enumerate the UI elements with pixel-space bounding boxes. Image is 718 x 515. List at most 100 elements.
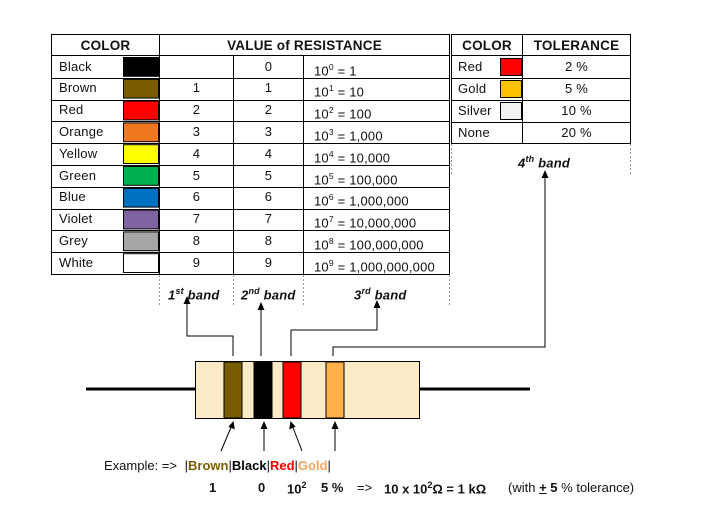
first-digit: 2 bbox=[192, 102, 201, 118]
example-color-red: Red bbox=[269, 458, 295, 473]
main-color-header: COLOR bbox=[80, 38, 131, 53]
arrow-example-red bbox=[291, 424, 303, 452]
second-digit: 9 bbox=[264, 254, 273, 270]
multiplier: 109 = 1,000,000,000 bbox=[314, 257, 435, 275]
tolerance-color-silver: Silver bbox=[458, 103, 492, 118]
swatch-blue bbox=[123, 187, 159, 208]
example-value-1: 1 bbox=[209, 480, 217, 495]
tolerance-value: 5 % bbox=[564, 81, 588, 96]
tolerance-color-none: None bbox=[458, 125, 490, 140]
tolerance-value: 20 % bbox=[561, 125, 592, 140]
example-prefix: Example: => bbox=[104, 458, 177, 473]
color-name-black: Black bbox=[59, 58, 92, 74]
arrow-band-1 bbox=[186, 302, 234, 356]
color-name-green: Green bbox=[59, 167, 97, 183]
tolerance-color-red: Red bbox=[458, 59, 483, 74]
arrow-band-4 bbox=[332, 176, 546, 356]
first-digit: 8 bbox=[192, 232, 201, 248]
arrowhead bbox=[260, 421, 268, 429]
swatch-white bbox=[123, 253, 159, 273]
band-label-1: 1st band bbox=[168, 286, 220, 303]
color-name-blue: Blue bbox=[59, 189, 86, 205]
resistor-band-1 bbox=[223, 361, 243, 419]
table-borders bbox=[51, 34, 631, 306]
multiplier: 102 = 100 bbox=[314, 105, 372, 122]
arrow-example-brown bbox=[220, 424, 233, 452]
band-label-3: 3rd band bbox=[354, 286, 407, 303]
multiplier: 106 = 1,000,000 bbox=[314, 192, 409, 209]
swatch-violet bbox=[123, 209, 159, 230]
swatch-brown bbox=[123, 78, 159, 99]
first-digit: 5 bbox=[192, 167, 201, 183]
resistor-band-4 bbox=[325, 361, 345, 419]
color-name-grey: Grey bbox=[59, 232, 88, 248]
example-color-gold: Gold bbox=[297, 458, 328, 473]
multiplier: 101 = 10 bbox=[314, 83, 365, 100]
tolerance-table-frame bbox=[451, 34, 631, 144]
second-digit: 1 bbox=[264, 80, 273, 96]
tolerance-color-header: COLOR bbox=[462, 38, 512, 53]
example-arrowheads bbox=[228, 421, 339, 430]
multiplier: 105 = 100,000 bbox=[314, 170, 398, 187]
example-equals-arrow: => bbox=[357, 480, 373, 495]
second-digit: 5 bbox=[264, 167, 273, 183]
color-name-brown: Brown bbox=[59, 80, 97, 96]
arrowhead bbox=[541, 170, 549, 178]
resistor-band-2 bbox=[253, 361, 273, 419]
first-digit: 7 bbox=[192, 211, 201, 227]
color-name-red: Red bbox=[59, 102, 84, 118]
main-table-frame bbox=[51, 34, 450, 275]
multiplier: 107 = 10,000,000 bbox=[314, 214, 417, 231]
band-arrowheads bbox=[183, 170, 549, 310]
tolerance-swatch-gold bbox=[500, 80, 522, 98]
multiplier: 108 = 100,000,000 bbox=[314, 235, 424, 253]
arrowhead bbox=[289, 421, 296, 430]
second-digit: 2 bbox=[264, 102, 273, 118]
band-label-4: 4th band bbox=[518, 154, 571, 171]
color-name-violet: Violet bbox=[59, 211, 93, 227]
tolerance-value: 10 % bbox=[561, 103, 592, 118]
arrowhead bbox=[373, 300, 381, 308]
first-digit: 1 bbox=[192, 80, 201, 96]
swatch-black bbox=[123, 57, 159, 77]
first-digit: 4 bbox=[192, 145, 201, 161]
example-tolerance-note: (with + 5 % tolerance) bbox=[508, 480, 635, 495]
value-of-resistance-header: VALUE of RESISTANCE bbox=[227, 38, 382, 53]
second-digit: 4 bbox=[264, 145, 273, 161]
second-digit: 8 bbox=[264, 232, 273, 248]
example-value-4: 5 % bbox=[321, 480, 344, 495]
swatch-grey bbox=[123, 231, 159, 252]
arrowhead bbox=[183, 296, 191, 304]
color-name-yellow: Yellow bbox=[59, 145, 98, 161]
first-digit: 3 bbox=[192, 123, 201, 139]
main-table-swatches bbox=[123, 57, 159, 273]
second-digit: 7 bbox=[264, 211, 273, 227]
tolerance-table-row-rules bbox=[451, 78, 631, 123]
main-table-row-rules bbox=[51, 78, 450, 253]
tolerance-swatch-red bbox=[500, 58, 522, 76]
swatch-green bbox=[123, 166, 159, 186]
example-line: Example: => |Brown|Black|Red|Gold| bbox=[104, 458, 331, 473]
tolerance-swatch-silver bbox=[500, 102, 522, 120]
example-value-3: 102 bbox=[287, 480, 307, 497]
example-value-2: 0 bbox=[258, 480, 266, 495]
multiplier: 103 = 1,000 bbox=[314, 126, 383, 144]
tolerance-color-gold: Gold bbox=[458, 81, 487, 96]
band-arrows bbox=[186, 176, 546, 356]
first-digit: 9 bbox=[192, 254, 201, 270]
second-digit: 0 bbox=[264, 58, 273, 74]
swatch-orange bbox=[123, 122, 159, 143]
example-color-brown: Brown bbox=[188, 458, 229, 473]
swatch-red bbox=[123, 100, 159, 121]
tolerance-value: 2 % bbox=[564, 59, 588, 74]
arrowhead bbox=[228, 421, 235, 430]
arrow-band-3 bbox=[290, 306, 378, 356]
second-digit: 6 bbox=[264, 189, 273, 205]
resistor bbox=[86, 361, 530, 419]
example-arrows bbox=[220, 424, 336, 452]
tolerance-header: TOLERANCE bbox=[533, 38, 620, 53]
arrowhead bbox=[331, 421, 339, 429]
multiplier: 104 = 10,000 bbox=[314, 148, 391, 166]
multiplier: 100 = 1 bbox=[314, 61, 357, 78]
